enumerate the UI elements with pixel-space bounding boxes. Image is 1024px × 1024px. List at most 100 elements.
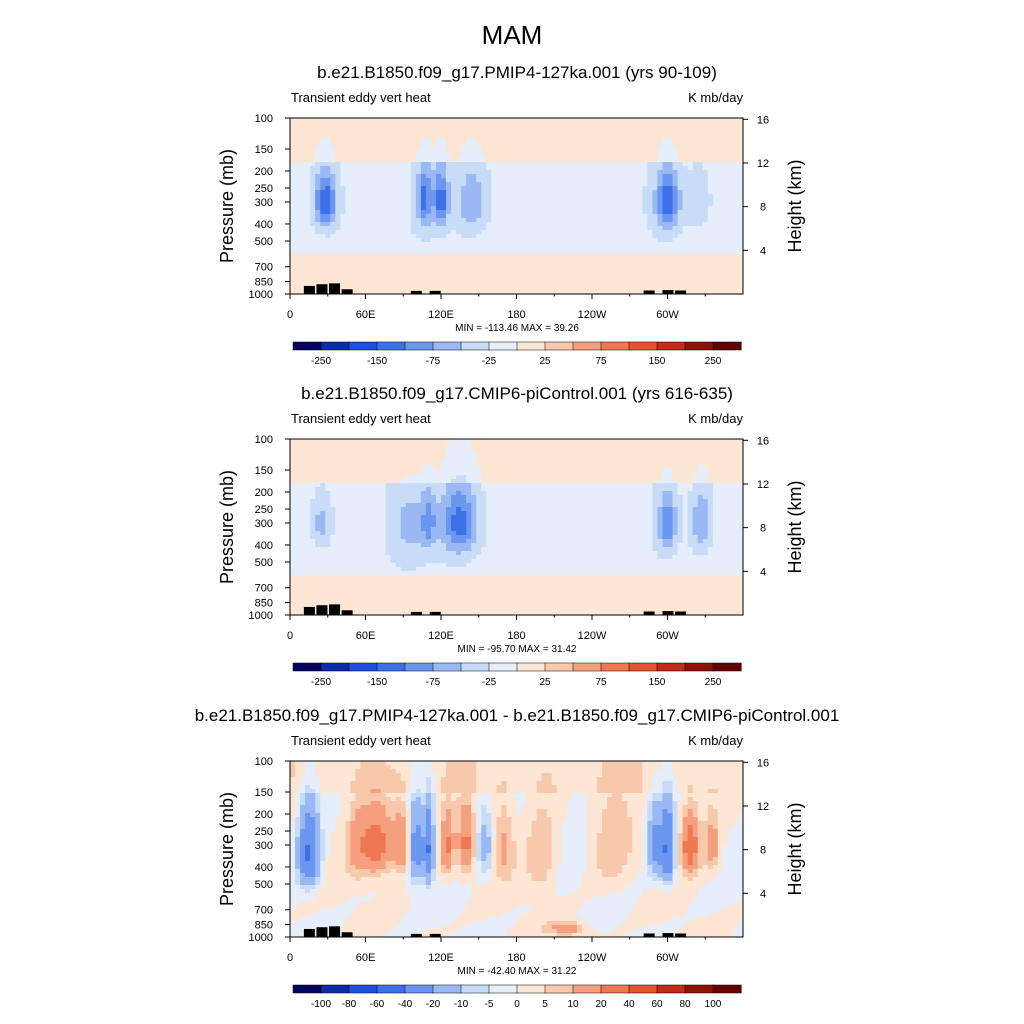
contour-cell <box>496 202 502 207</box>
contour-cell <box>430 246 437 251</box>
contour-cell <box>335 475 341 480</box>
contour-cell <box>390 443 397 448</box>
contour-cell <box>415 451 422 456</box>
contour-cell <box>461 222 467 227</box>
contour-cell <box>712 190 719 195</box>
contour-cell <box>491 186 497 191</box>
contour-cell <box>722 250 729 255</box>
contour-cell <box>581 126 588 131</box>
contour-cell <box>682 178 689 183</box>
contour-cell <box>350 443 357 448</box>
contour-cell <box>702 146 709 151</box>
contour-cell <box>672 194 679 199</box>
contour-cell <box>687 238 694 243</box>
contour-cell <box>330 471 336 476</box>
contour-cell <box>486 134 492 139</box>
contour-cell <box>717 170 724 175</box>
contour-cell <box>410 471 417 476</box>
contour-cell <box>345 198 351 203</box>
contour-cell <box>551 134 558 139</box>
contour-cell <box>737 258 744 263</box>
contour-cell <box>697 467 704 472</box>
contour-cell <box>340 126 346 131</box>
contour-cell <box>390 439 397 444</box>
contour-cell <box>546 451 553 456</box>
contour-cell <box>295 262 301 267</box>
contour-cell <box>290 286 296 291</box>
contour-cell <box>647 246 653 251</box>
contour-cell <box>300 447 306 452</box>
contour-cell <box>335 471 341 476</box>
contour-cell <box>300 150 306 155</box>
contour-cell <box>702 170 709 175</box>
contour-cell <box>627 242 633 247</box>
contour-cell <box>310 214 316 219</box>
contour-cell <box>682 455 689 460</box>
contour-cell <box>727 246 734 251</box>
contour-cell <box>732 130 739 135</box>
contour-cell <box>435 150 442 155</box>
contour-cell <box>405 254 412 259</box>
contour-cell <box>597 238 603 243</box>
contour-cell <box>435 479 442 484</box>
contour-cell <box>310 166 316 171</box>
contour-cell <box>702 439 709 444</box>
contour-cell <box>576 154 583 159</box>
contour-cell <box>325 258 331 263</box>
contour-cell <box>380 134 387 139</box>
contour-cell <box>395 198 402 203</box>
contour-cell <box>425 194 432 199</box>
contour-cell <box>642 182 648 187</box>
contour-cell <box>546 122 553 127</box>
contour-cell <box>511 286 518 291</box>
contour-cell <box>727 459 734 464</box>
contour-cell <box>692 130 699 135</box>
contour-cell <box>451 475 457 480</box>
contour-cell <box>712 170 719 175</box>
contour-cell <box>415 286 422 291</box>
contour-cell <box>526 246 533 251</box>
contour-cell <box>375 290 382 295</box>
contour-cell <box>516 467 523 472</box>
contour-cell <box>712 202 719 207</box>
contour-cell <box>702 467 709 472</box>
contour-cell <box>491 459 497 464</box>
contour-cell <box>380 182 387 187</box>
contour-cell <box>380 463 387 468</box>
contour-cell <box>617 262 623 267</box>
contour-cell <box>526 150 533 155</box>
contour-cell <box>677 266 684 271</box>
contour-cell <box>405 226 412 231</box>
contour-cell <box>451 138 457 143</box>
contour-cell <box>581 278 588 283</box>
contour-cell <box>466 475 472 480</box>
contour-cell <box>647 266 653 271</box>
contour-cell <box>576 274 583 279</box>
contour-cell <box>365 286 372 291</box>
contour-cell <box>365 258 372 263</box>
contour-cell <box>602 278 608 283</box>
contour-cell <box>345 443 351 448</box>
contour-cell <box>566 186 573 191</box>
contour-cell <box>581 290 588 295</box>
contour-cell <box>481 154 487 159</box>
contour-cell <box>531 138 538 143</box>
contour-cell <box>667 174 674 179</box>
contour-cell <box>576 258 583 263</box>
contour-cell <box>687 162 694 167</box>
contour-cell <box>627 186 633 191</box>
contour-cell <box>395 451 402 456</box>
contour-cell <box>340 122 346 127</box>
contour-cell <box>597 158 603 163</box>
contour-cell <box>556 451 563 456</box>
contour-cell <box>571 471 578 476</box>
contour-cell <box>672 266 679 271</box>
contour-cell <box>385 186 392 191</box>
contour-cell <box>350 286 357 291</box>
contour-cell <box>576 278 583 283</box>
contour-cell <box>637 206 643 211</box>
contour-cell <box>290 194 296 199</box>
contour-cell <box>486 258 492 263</box>
contour-cell <box>642 126 648 131</box>
contour-cell <box>511 250 518 255</box>
